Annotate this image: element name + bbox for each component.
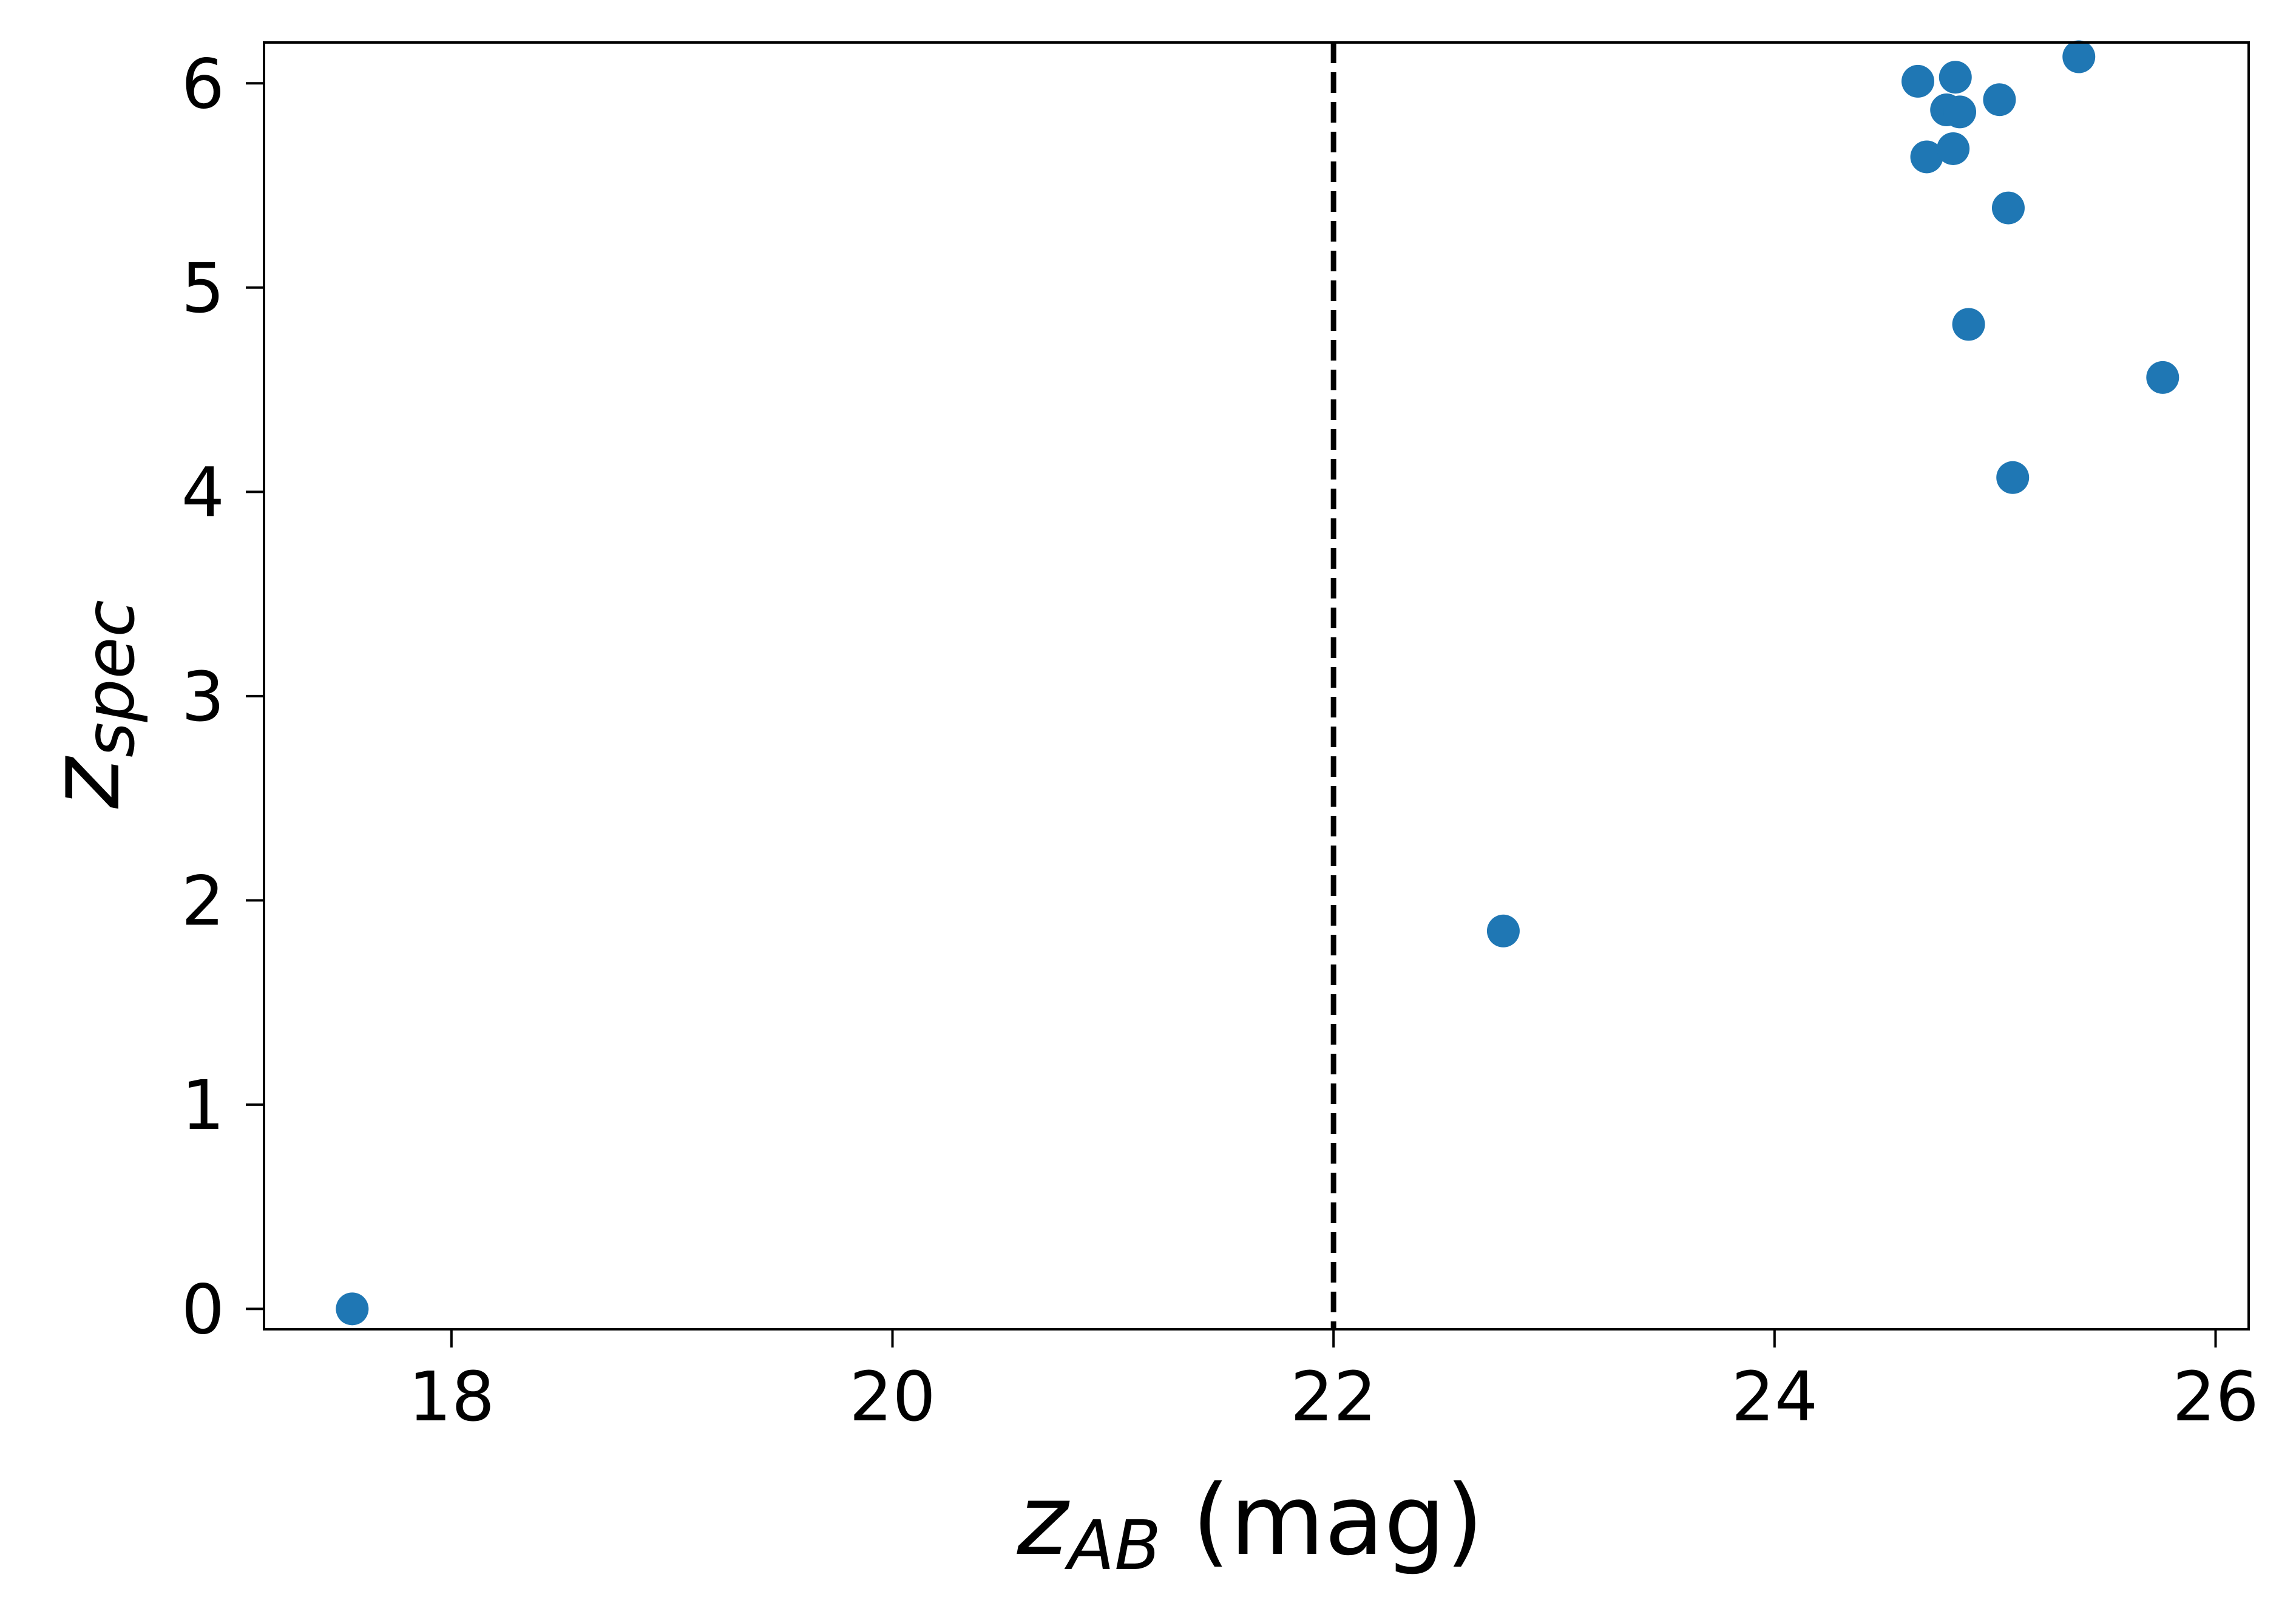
data-point <box>2062 40 2096 73</box>
data-point <box>1983 83 2016 117</box>
x-tick-label: 24 <box>1732 1358 1818 1437</box>
x-tick-label: 18 <box>408 1358 495 1437</box>
y-tick-label: 5 <box>181 249 225 328</box>
data-point <box>1943 95 1977 129</box>
y-tick-label: 1 <box>181 1066 225 1145</box>
data-point <box>1937 132 1970 165</box>
y-tick-label: 0 <box>181 1270 225 1349</box>
y-axis-label: zspec <box>28 600 150 809</box>
plot-frame <box>263 41 2250 1331</box>
plot-marks <box>336 40 2179 1329</box>
data-point <box>1910 140 1943 174</box>
data-point <box>1996 461 2030 494</box>
data-point <box>1486 914 1520 947</box>
y-tick-label: 4 <box>181 453 225 532</box>
x-tick-label: 20 <box>849 1358 936 1437</box>
y-tick-label: 6 <box>181 45 225 124</box>
y-tick-label: 2 <box>181 862 225 941</box>
data-point <box>1901 64 1934 98</box>
x-tick-label: 22 <box>1290 1358 1377 1437</box>
data-point <box>1952 308 1985 341</box>
x-axis-label: zAB (mag) <box>1017 1463 1484 1585</box>
data-point <box>2146 361 2179 394</box>
data-point <box>1991 191 2025 225</box>
axes: 18 20 22 24 26 0 1 2 3 4 5 6 <box>181 41 2259 1437</box>
data-point <box>1939 61 1972 94</box>
y-tick-label: 3 <box>181 658 225 737</box>
data-point <box>336 1292 369 1326</box>
x-tick-label: 26 <box>2172 1358 2259 1437</box>
